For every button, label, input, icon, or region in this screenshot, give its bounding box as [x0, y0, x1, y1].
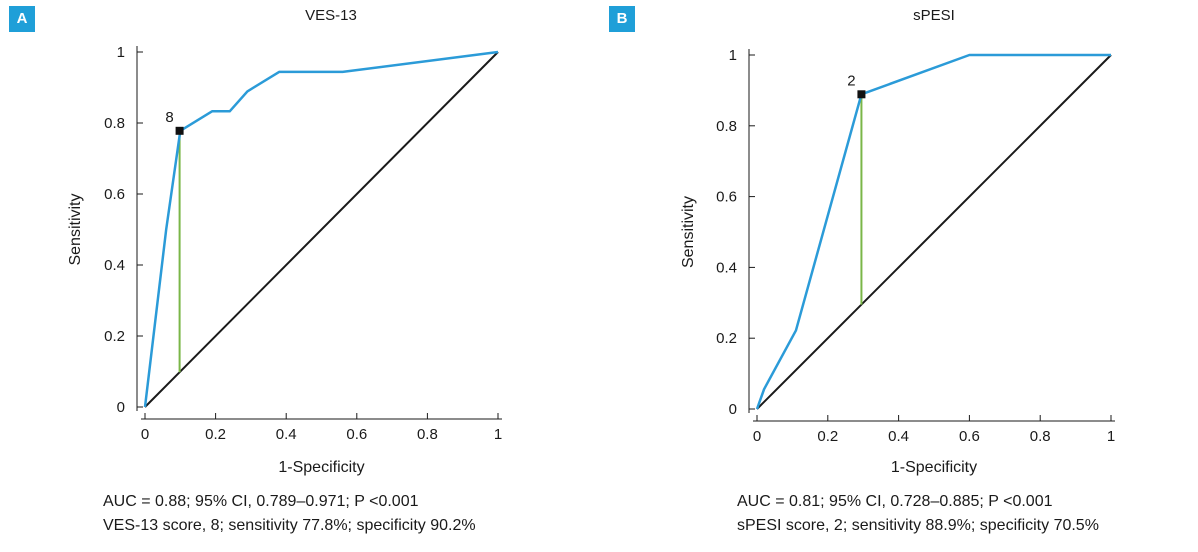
- chart-b-x-tick-label: 1: [1107, 428, 1115, 445]
- chart-a-x-tick-label: 0.4: [276, 426, 297, 443]
- caption-a: AUC = 0.88; 95% CI, 0.789–0.971; P <0.00…: [103, 490, 476, 538]
- chart-b-cutoff-marker: [857, 90, 866, 99]
- chart-b-cutoff-label: 2: [847, 72, 855, 89]
- chart-a-cutoff-label: 8: [165, 109, 173, 126]
- chart-a-y-tick-label: 1: [117, 44, 125, 61]
- chart-b-y-axis-title: Sensitivity: [680, 196, 697, 268]
- chart-b-y-tick-label: 0.4: [716, 259, 737, 276]
- chart-a-x-axis-title: 1-Specificity: [278, 459, 364, 476]
- panel-label-a: A: [9, 6, 35, 32]
- chart-a-x-tick-label: 0.6: [346, 426, 367, 443]
- panel-b: B sPESI 0 0.2 0.4 0.6 0.8 1 0 0.2 0.4 0.6 0.8 1 1-Spe…: [599, 0, 1198, 552]
- chart-a-x-tick-label: 1: [494, 426, 502, 443]
- chart-b-y-tick-label: 0: [729, 401, 737, 418]
- chart-a-x-tick-label: 0.8: [417, 426, 438, 443]
- chart-a-roc-curve: [143, 50, 499, 408]
- roc-chart-spesi: sPESI 0 0.2 0.4 0.6 0.8 1 0 0.2 0.4 0.6 0.8 1 1-Speci…: [680, 7, 1115, 476]
- chart-b-x-tick-label: 0.8: [1030, 428, 1051, 445]
- chart-a-title: VES-13: [305, 7, 357, 24]
- chart-b-title: sPESI: [913, 7, 955, 24]
- chart-b-y-tick-label: 0.6: [716, 189, 737, 206]
- chart-a-y-tick-label: 0.2: [104, 328, 125, 345]
- chart-b-y-tick-label: 1: [729, 47, 737, 64]
- chart-b-y-tick-label: 0.2: [716, 330, 737, 347]
- chart-b-x-axis-title: 1-Specificity: [891, 459, 977, 476]
- chart-a-y-axis-title: Sensitivity: [67, 193, 84, 265]
- chart-a-x-tick-label: 0.2: [205, 426, 226, 443]
- chart-a-x-tick-label: 0: [141, 426, 149, 443]
- chart-a-y-tick-label: 0.8: [104, 115, 125, 132]
- chart-b-y-tick-label: 0.8: [716, 118, 737, 135]
- chart-a-cutoff-marker: [175, 126, 184, 135]
- caption-a-line1: AUC = 0.88; 95% CI, 0.789–0.971; P <0.00…: [103, 493, 419, 510]
- caption-b-line2: sPESI score, 2; sensitivity 88.9%; speci…: [737, 517, 1099, 534]
- chart-a-y-tick-label: 0: [117, 399, 125, 416]
- caption-b: AUC = 0.81; 95% CI, 0.728–0.885; P <0.00…: [737, 490, 1099, 538]
- caption-a-line2: VES-13 score, 8; sensitivity 77.8%; spec…: [103, 517, 476, 534]
- chart-b-x-tick-label: 0.4: [888, 428, 909, 445]
- roc-chart-ves13: VES-13 0 0.2 0.4 0.6 0.8 1 0 0.2 0.4 0.6 0.8 1 1-Spec…: [67, 7, 502, 476]
- panel-label-b: B: [609, 6, 635, 32]
- chart-b-reference-line: [756, 54, 1112, 410]
- chart-b-roc-curve: [755, 53, 1111, 410]
- caption-b-line1: AUC = 0.81; 95% CI, 0.728–0.885; P <0.00…: [737, 493, 1053, 510]
- panel-a: A VES-13 0 0.2 0.4 0.6 0.8 1 0 0.2 0.4 0.6 0.8 1 1-Sp…: [9, 6, 502, 538]
- chart-b-x-tick-label: 0.2: [817, 428, 838, 445]
- chart-a-y-tick-label: 0.6: [104, 186, 125, 203]
- chart-b-x-tick-label: 0.6: [959, 428, 980, 445]
- chart-a-reference-line: [144, 51, 499, 408]
- chart-a-y-tick-label: 0.4: [104, 257, 125, 274]
- chart-b-x-tick-label: 0: [753, 428, 761, 445]
